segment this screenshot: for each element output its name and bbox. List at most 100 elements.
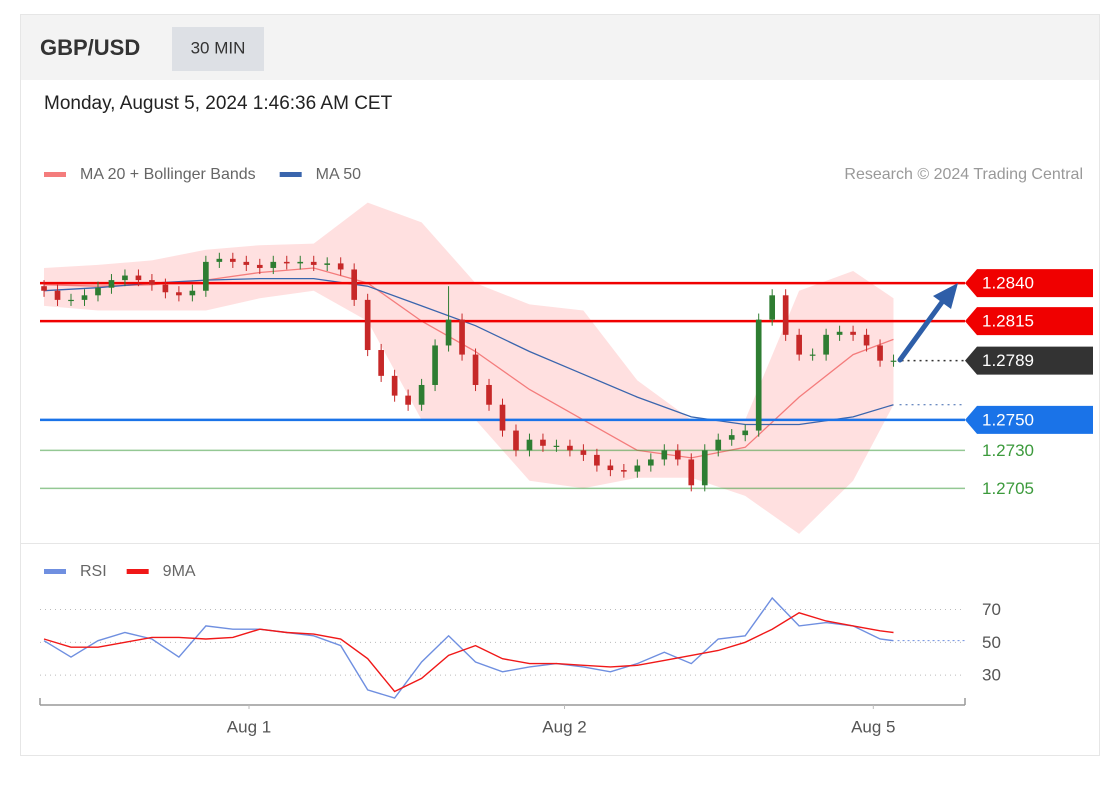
candle-body (755, 319, 762, 431)
ma-line (43, 277, 894, 426)
level-tag (965, 307, 1093, 336)
candle-body (203, 261, 209, 291)
level-label: 1.2705 (982, 479, 1034, 498)
candle-body (836, 331, 843, 335)
candle-body (796, 334, 802, 355)
candle-body (567, 445, 573, 451)
level-label: 1.2789 (982, 351, 1034, 370)
interval[interactable]: 30 MIN (191, 38, 246, 57)
candle-body (661, 450, 668, 460)
rsi-panel: 30 50 70 Aug 1 Aug 2 Aug 5 RSI 9MA (39, 563, 1001, 736)
candle-body (472, 354, 479, 385)
x-tick-label: Aug 1 (227, 717, 271, 736)
candle-body (337, 263, 344, 270)
candle-body (445, 319, 452, 346)
indicator-line (43, 612, 894, 693)
candle-body (54, 290, 61, 300)
candle-body (162, 284, 169, 293)
candle-body (229, 258, 236, 262)
candle-body (189, 290, 196, 296)
candle-body (256, 264, 263, 268)
candle-body (688, 459, 695, 486)
candle-body (135, 275, 142, 281)
candle-body (621, 470, 627, 472)
candle-body (324, 263, 331, 265)
candle-body (809, 354, 816, 356)
candle-body (81, 295, 88, 300)
x-tick-label: Aug 2 (542, 717, 586, 736)
candle-body (176, 292, 182, 296)
candle-body (243, 261, 250, 265)
candle-body (850, 331, 856, 335)
candle-body (863, 334, 870, 346)
candle-body (890, 360, 897, 362)
candle-body (594, 454, 600, 466)
candle-body (823, 334, 829, 355)
candle-body (540, 439, 546, 446)
legend-swatch (44, 172, 66, 177)
candle-body (701, 450, 708, 486)
candle-body (310, 261, 317, 265)
candle-body (297, 261, 304, 264)
candle-body (95, 287, 101, 296)
candle-body (715, 439, 722, 451)
forecast-arrowhead (933, 283, 958, 309)
candle-body (580, 450, 587, 455)
x-tick-label: Aug 5 (851, 717, 895, 736)
candle-body (647, 459, 654, 466)
legend-label: 9MA (163, 563, 196, 580)
forecast-arrow (897, 295, 948, 363)
attribution: Research © 2024 Trading Central (844, 166, 1083, 183)
y-tick-label: 30 (982, 666, 1001, 685)
legend-label: RSI (80, 563, 107, 580)
level-label: 1.2750 (982, 410, 1034, 429)
level-tag (965, 269, 1093, 298)
candle-body (459, 319, 465, 355)
candle-body (486, 384, 492, 405)
candle-body (270, 261, 277, 268)
level-tag (965, 346, 1093, 375)
candle-body (499, 404, 506, 431)
price-panel: 1.2840 1.2815 1.2789 1.2750 1.2730 1.2705 MA 2… (40, 166, 1093, 534)
candle-body (364, 299, 371, 351)
candle-body (769, 295, 776, 320)
timestamp: Monday, August 5, 2024 1:46:36 AM CET (44, 93, 393, 114)
candle-body (68, 299, 74, 302)
level-label: 1.2730 (982, 441, 1034, 460)
candle-body (108, 280, 115, 288)
candle-body (391, 375, 398, 396)
candle-body (283, 261, 290, 264)
candle-body (877, 345, 883, 361)
legend-swatch (126, 569, 149, 574)
candle-body (122, 275, 128, 281)
level-label: 1.2815 (982, 312, 1034, 331)
legend-swatch (44, 569, 66, 574)
candle-body (149, 280, 155, 285)
y-tick-label: 70 (982, 600, 1001, 619)
candle-body (634, 465, 641, 472)
candle-body (526, 439, 533, 451)
candle-body (513, 430, 519, 451)
indicator-line (43, 596, 894, 699)
candle-body (728, 435, 735, 440)
symbol: GBP/USD (40, 35, 140, 60)
legend-swatch (279, 172, 302, 177)
candle-body (418, 384, 425, 405)
candle-body (378, 350, 384, 376)
legend-label: MA 50 (316, 166, 361, 183)
interval-chip[interactable] (172, 27, 264, 71)
candle-body (216, 258, 223, 262)
legend-label: MA 20 + Bollinger Bands (80, 166, 256, 183)
candle-body (782, 295, 789, 335)
candle-body (742, 430, 749, 436)
candle-body (351, 269, 358, 300)
candle-body (607, 465, 614, 471)
candle-body (405, 395, 411, 405)
level-tag (965, 405, 1093, 434)
candle-body (674, 450, 681, 460)
candle-body (41, 286, 47, 291)
candle-body (432, 345, 438, 385)
candle-body (553, 445, 560, 447)
y-tick-label: 50 (982, 633, 1001, 652)
